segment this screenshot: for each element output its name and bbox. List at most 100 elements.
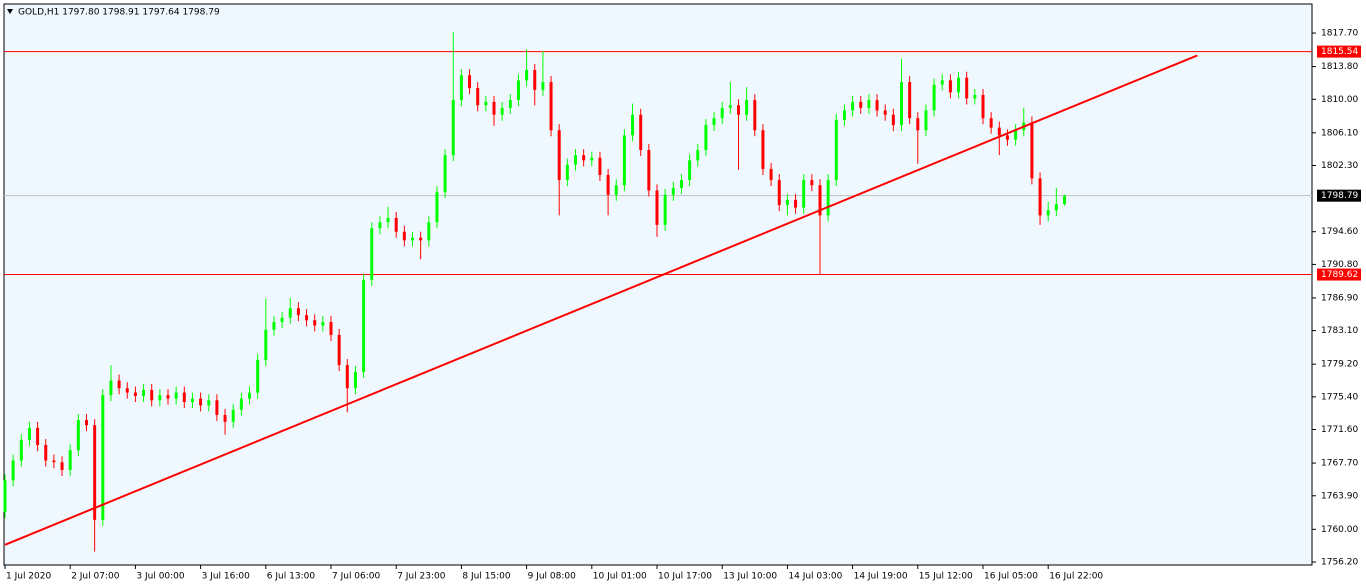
candle-body (182, 392, 186, 403)
x-tick-label: 3 Jul 00:00 (136, 572, 185, 582)
y-tick-label: 1775.40 (1321, 392, 1358, 402)
candle-body (533, 70, 537, 90)
y-tick-label: 1756.20 (1321, 557, 1358, 567)
candle-body (997, 127, 1001, 136)
candle-body (60, 462, 64, 470)
candle-body (231, 409, 235, 422)
x-tick-label: 13 Jul 10:00 (723, 572, 777, 582)
candle-body (745, 100, 749, 115)
candle-body (370, 228, 374, 280)
candle-body (565, 164, 569, 181)
price-label-box (1317, 45, 1361, 58)
y-tick-label: 1813.80 (1321, 62, 1358, 72)
candle-body (353, 371, 357, 389)
candle-body (574, 155, 577, 165)
candle-body (720, 107, 724, 119)
y-tick-label: 1806.10 (1321, 128, 1358, 138)
candle-body (3, 480, 7, 513)
candle-body (256, 359, 260, 393)
candle-body (989, 118, 993, 128)
candle-body (932, 84, 936, 111)
x-tick-label: 15 Jul 12:00 (919, 572, 973, 582)
candle-body (500, 107, 504, 115)
x-tick-label: 7 Jul 06:00 (332, 572, 381, 582)
candle-body (248, 392, 251, 399)
candle-body (557, 130, 561, 181)
candle-body (223, 414, 227, 422)
candle-body (891, 114, 895, 126)
y-tick-label: 1763.90 (1321, 491, 1358, 501)
candle-body (313, 320, 317, 326)
candle-body (810, 180, 814, 186)
candle-body (541, 82, 545, 90)
y-tick-label: 1786.90 (1321, 293, 1358, 303)
candle-body (305, 315, 309, 321)
chart-title: GOLD,H1 1797.80 1798.91 1797.64 1798.79 (18, 8, 220, 18)
candle-body (411, 237, 414, 241)
y-tick-label: 1771.60 (1321, 425, 1358, 435)
candle-body (402, 231, 406, 241)
candle-body (158, 395, 162, 401)
candle-body (1014, 130, 1018, 140)
candle-body (704, 125, 708, 151)
candle-body (582, 155, 586, 161)
candle-body (598, 157, 602, 175)
candle-body (288, 308, 292, 318)
candle-body (883, 110, 887, 115)
candle-body (1030, 122, 1034, 179)
y-tick-label: 1760.00 (1321, 525, 1358, 535)
candle-body (590, 157, 594, 161)
candle-body (622, 135, 626, 186)
trendline (4, 54, 1198, 546)
candle-body (818, 185, 822, 216)
candle-body (468, 75, 472, 89)
x-tick-label: 8 Jul 15:00 (462, 572, 511, 582)
candle-body (19, 439, 23, 461)
candle-body (272, 322, 276, 330)
x-tick-label: 3 Jul 16:00 (202, 572, 251, 582)
candle-body (36, 427, 40, 446)
candle-body (459, 75, 463, 101)
x-tick-label: 7 Jul 23:00 (397, 572, 446, 582)
x-tick-label: 2 Jul 07:00 (71, 572, 120, 582)
candle-body (199, 398, 203, 406)
candle-body (190, 398, 194, 403)
candle-body (924, 110, 928, 131)
candle-body (207, 400, 211, 406)
candle-body (484, 101, 488, 106)
candle-body (981, 94, 985, 119)
candle-body (908, 82, 912, 119)
candle-body (728, 105, 732, 108)
candle-body (614, 185, 618, 195)
candle-body (27, 427, 31, 440)
candle-body (264, 329, 268, 360)
candle-body (435, 192, 439, 223)
candle-body (386, 217, 390, 223)
price-label: 1815.54 (1321, 47, 1358, 57)
y-tick-label: 1802.30 (1321, 161, 1358, 171)
candle-body (679, 180, 683, 188)
y-tick-label: 1790.80 (1321, 260, 1358, 270)
candle-body (150, 389, 154, 401)
candle-body (329, 322, 333, 335)
candle-body (280, 317, 284, 323)
candle-body (133, 392, 137, 396)
candle-body (394, 217, 398, 232)
candle-body (68, 450, 72, 470)
candle-body (712, 118, 716, 126)
x-tick-label: 10 Jul 17:00 (658, 572, 712, 582)
candle-body (345, 365, 349, 389)
candle-body (842, 110, 846, 120)
x-tick-label: 14 Jul 19:00 (854, 572, 908, 582)
x-tick-label: 9 Jul 08:00 (528, 572, 577, 582)
y-tick-label: 1783.10 (1321, 326, 1358, 336)
candle-body (900, 82, 903, 126)
candle-body (940, 80, 944, 85)
candle-body (696, 150, 700, 161)
menu-arrow[interactable] (7, 9, 13, 14)
price-label: 1798.79 (1321, 191, 1358, 201)
candle-body (93, 425, 97, 520)
candle-body (859, 101, 863, 108)
candle-body (321, 322, 325, 326)
candle-body (117, 380, 121, 389)
